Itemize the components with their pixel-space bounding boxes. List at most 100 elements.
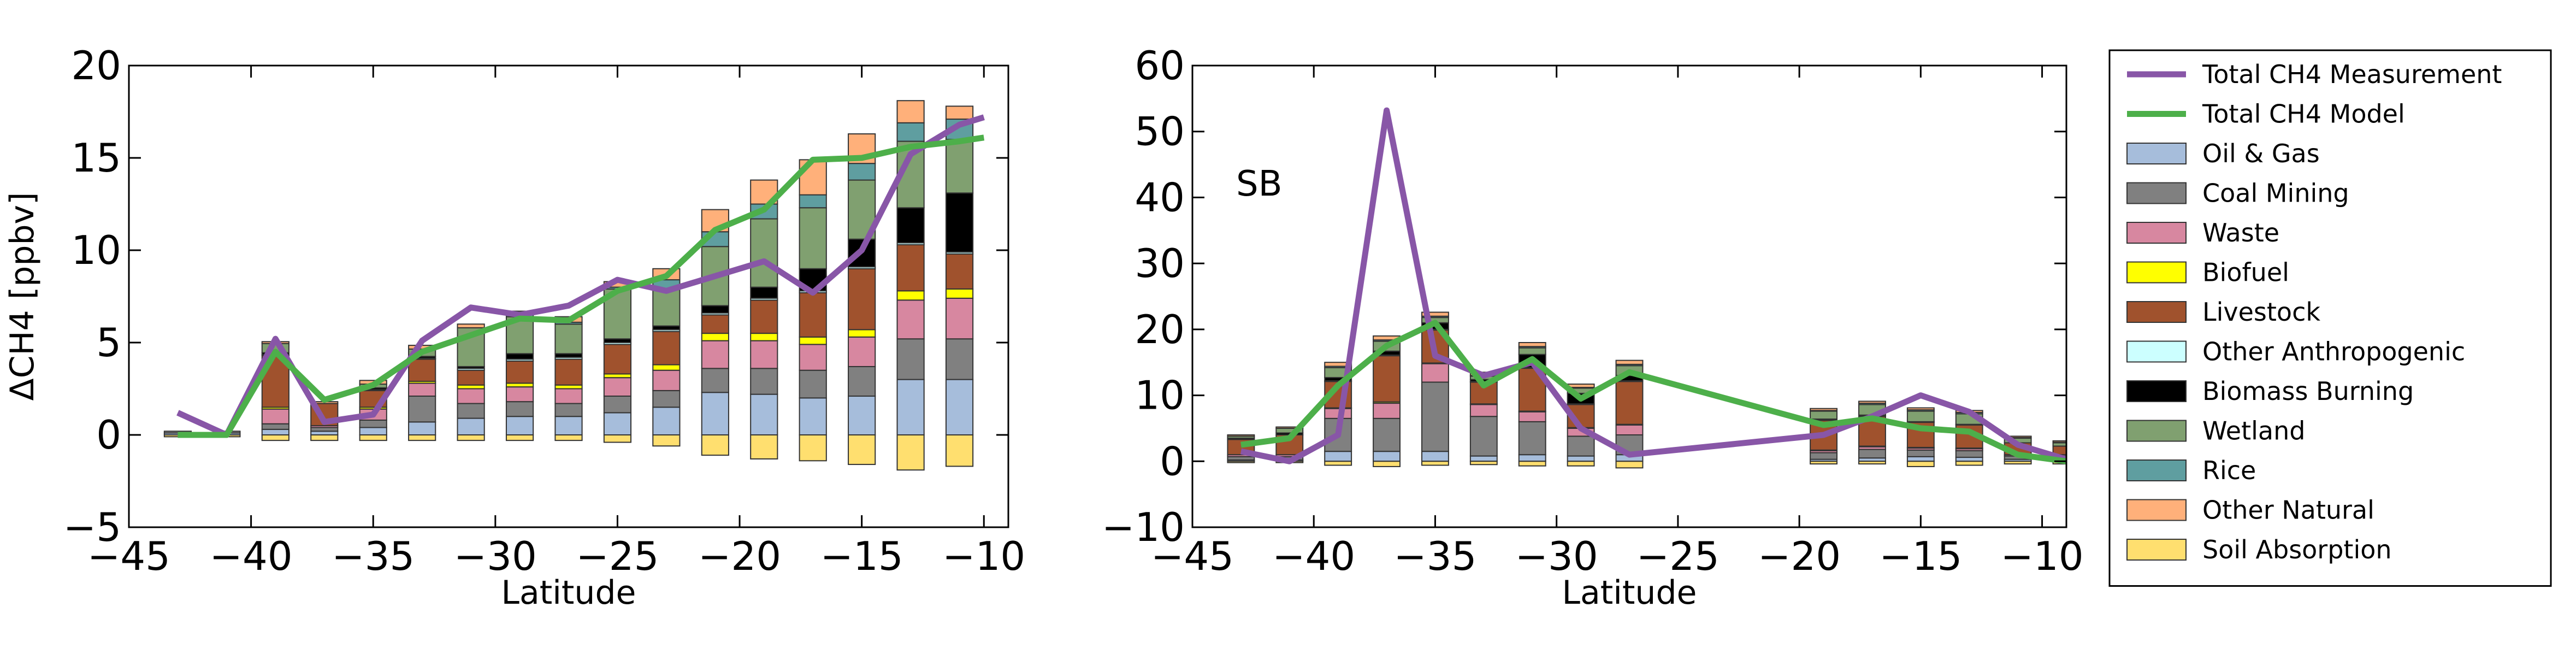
legend-label: Biofuel: [2202, 258, 2289, 287]
bar-segment-livestock: [945, 253, 974, 290]
bar-segment-soil-absorption: [1518, 461, 1546, 467]
bar-segment-soil-absorption: [1373, 461, 1401, 467]
bar-segment-livestock: [505, 360, 534, 384]
bar-segment-biomass-burning: [701, 305, 729, 314]
legend-item-rice: Rice: [2126, 456, 2256, 485]
bar-segment-soil-absorption: [505, 434, 534, 441]
legend-item-total-ch4-model: Total CH4 Model: [2127, 99, 2405, 129]
legend-item-other-natural: Other Natural: [2126, 496, 2374, 525]
bar-segment-waste: [799, 344, 827, 371]
bar-segment-oil-and-gas: [603, 412, 632, 436]
legend-item-oil-and-gas: Oil & Gas: [2126, 139, 2320, 168]
legend-swatch: [2126, 539, 2187, 561]
legend-swatch: [2126, 340, 2187, 363]
bar-segment-coal-mining: [310, 427, 339, 432]
bar-segment-biofuel: [603, 373, 632, 379]
bar-segment-livestock: [603, 344, 632, 375]
bar-segment-oil-and-gas: [1421, 451, 1449, 462]
bar-segment-waste: [1518, 411, 1546, 422]
bar-segment-soil-absorption: [1324, 461, 1352, 466]
bar-segment-other-natural: [1810, 408, 1838, 411]
legend-label: Other Natural: [2202, 496, 2374, 525]
legend-item-wetland: Wetland: [2126, 416, 2305, 446]
x-axis-label: Latitude: [1562, 574, 1697, 612]
bar-segment-rice: [848, 163, 876, 181]
y-tick-label: −10: [1102, 504, 1185, 550]
legend-swatch: [2126, 459, 2187, 481]
y-tick-label: 40: [1135, 174, 1185, 220]
bar-segment-soil-absorption: [1810, 461, 1838, 465]
bar-segment-wetland: [554, 323, 583, 355]
bar-segment-coal-mining: [1518, 421, 1546, 456]
bar-segment-rice: [896, 122, 925, 142]
bar-segment-wetland: [799, 207, 827, 269]
bar-segment-soil-absorption: [799, 434, 827, 462]
plot-marks: [163, 100, 985, 471]
bar-segment-livestock: [408, 358, 436, 382]
bar-segment-other-natural: [945, 105, 974, 120]
bar-segment-waste: [1615, 424, 1644, 436]
bar-segment-coal-mining: [750, 368, 778, 395]
bar-segment-livestock: [554, 358, 583, 386]
bar-segment-waste: [1421, 363, 1449, 383]
bar-segment-livestock: [799, 292, 827, 338]
bar-segment-soil-absorption: [603, 434, 632, 443]
bar-segment-waste: [848, 336, 876, 367]
legend-item-biofuel: Biofuel: [2126, 258, 2289, 287]
x-tick-label: −40: [1272, 533, 1355, 579]
bar-segment-oil-and-gas: [945, 379, 974, 435]
x-tick-label: −40: [210, 533, 293, 579]
bar-segment-coal-mining: [1421, 381, 1449, 452]
bar-segment-coal-mining: [1469, 416, 1498, 457]
legend-label: Oil & Gas: [2202, 139, 2320, 168]
bar-segment-coal-mining: [359, 419, 387, 428]
x-tick-label: −35: [332, 533, 415, 579]
bar-segment-coal-mining: [848, 366, 876, 397]
y-tick-label: −5: [63, 504, 121, 550]
bar-segment-biomass-burning: [554, 353, 583, 358]
bar-segment-oil-and-gas: [1906, 456, 1935, 462]
bar-segment-oil-and-gas: [359, 427, 387, 435]
bar-segment-biofuel: [945, 288, 974, 299]
x-tick-label: −30: [454, 533, 537, 579]
bar-segment-coal-mining: [554, 403, 583, 417]
bar-segment-waste: [1373, 403, 1401, 419]
bar-segment-soil-absorption: [1615, 461, 1644, 469]
bar-segment-coal-mining: [799, 369, 827, 399]
bar-segment-coal-mining: [457, 403, 485, 419]
bar-segment-biofuel: [896, 290, 925, 301]
axes-frame: [1191, 64, 2067, 528]
x-tick-label: −25: [1636, 533, 1720, 579]
bar-segment-wetland: [750, 218, 778, 288]
legend-swatch: [2126, 143, 2187, 164]
bar-segment-waste: [457, 388, 485, 404]
bar-segment-soil-absorption: [652, 434, 681, 447]
y-tick-label: 20: [71, 43, 121, 89]
x-tick-label: −15: [820, 533, 903, 579]
bar-segment-soil-absorption: [310, 434, 339, 441]
legend-label: Coal Mining: [2202, 179, 2349, 208]
bar-segment-coal-mining: [505, 401, 534, 417]
x-tick-label: −30: [1515, 533, 1598, 579]
bar-segment-coal-mining: [408, 396, 436, 423]
bar-segment-oil-and-gas: [1373, 451, 1401, 462]
y-tick-label: 15: [71, 135, 121, 181]
bar-segment-livestock: [750, 299, 778, 334]
bar-segment-livestock: [701, 314, 729, 334]
legend-label: Soil Absorption: [2202, 535, 2392, 564]
bar-segment-wetland: [1518, 347, 1546, 355]
bar-segment-other-natural: [896, 100, 925, 123]
bar-segment-oil-and-gas: [457, 417, 485, 436]
bar-segment-wetland: [2052, 442, 2066, 447]
y-tick-label: 60: [1135, 43, 1185, 89]
legend-swatch: [2126, 380, 2187, 402]
bar-segment-coal-mining: [896, 338, 925, 380]
y-tick-label: 10: [71, 227, 121, 273]
axes-frame: [128, 64, 1009, 528]
bar-segment-soil-absorption: [750, 434, 778, 459]
bar-segment-biofuel: [750, 333, 778, 341]
bar-segment-oil-and-gas: [701, 392, 729, 436]
bar-segment-coal-mining: [1858, 449, 1886, 459]
bar-segment-coal-mining: [1955, 450, 1983, 458]
